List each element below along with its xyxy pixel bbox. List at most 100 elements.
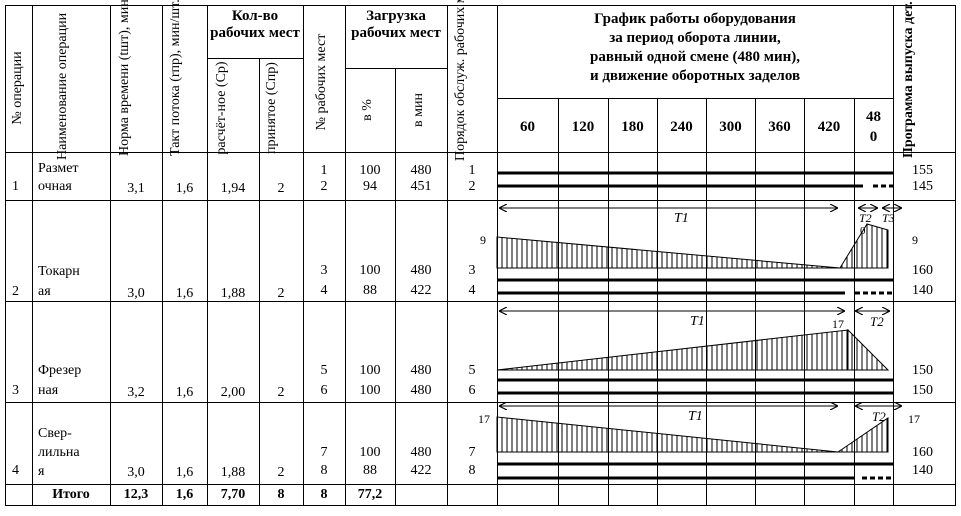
op-order: 1	[468, 163, 476, 178]
header-places: Кол-во рабочих мест	[210, 8, 300, 42]
backlog-label: 17	[832, 317, 844, 331]
op-load-min: 422	[410, 283, 432, 298]
op-name: Токарн	[38, 264, 80, 279]
op-program: 155	[912, 163, 933, 178]
op-takt: 1,6	[175, 286, 194, 301]
period-t1: T1	[688, 409, 703, 424]
op-takt: 1,6	[175, 465, 194, 480]
op-places-accepted: 2	[277, 181, 285, 196]
op-norm: 3,0	[127, 465, 145, 480]
op-norm: 3,2	[127, 385, 145, 400]
schedule-title-2: за период оборота линии,	[609, 30, 781, 46]
header-order: Порядок обслуж. рабочих мест	[453, 0, 468, 161]
op-load-pct: 100	[359, 163, 381, 178]
op-number: 4	[12, 463, 19, 478]
header-op-number: № операции	[10, 51, 25, 125]
header-places-calc: расчёт-ное (Ср)	[214, 61, 229, 155]
op-name: Свер-	[38, 426, 72, 441]
header-places-accepted: принятое (Спр)	[264, 62, 279, 154]
backlog-label: 9	[480, 233, 486, 247]
op-name: Размет	[38, 161, 79, 176]
totals-label: Итого	[52, 487, 90, 502]
period-t2: T2	[872, 409, 886, 424]
header-norm: Норма времени (tшт), мин	[117, 0, 132, 156]
header-load-pct: в %	[360, 99, 375, 121]
time-tick: 300	[719, 119, 742, 135]
backlog-label: 9	[912, 233, 918, 247]
op-places-calc: 1,94	[220, 181, 246, 196]
op-name: лильна	[38, 445, 80, 460]
header-load: Загрузка рабочих мест	[351, 8, 441, 42]
period-t1: T1	[674, 211, 689, 226]
backlog-label: 0	[860, 225, 866, 237]
op-program: 150	[912, 383, 933, 398]
op-order: 5	[468, 363, 476, 378]
time-tick: 360	[768, 119, 791, 135]
op-program: 160	[912, 445, 933, 460]
op-load-min: 480	[410, 383, 432, 398]
time-tick: 0	[869, 129, 878, 145]
op-place: 4	[320, 283, 328, 298]
op-norm: 3,0	[127, 286, 145, 301]
period-t1: T1	[690, 314, 705, 329]
op-name: я	[38, 464, 45, 479]
op-place: 8	[320, 463, 328, 478]
totals-accepted: 8	[277, 487, 285, 502]
op-name: ная	[38, 383, 59, 398]
op-place: 2	[320, 179, 328, 194]
totals-pct: 77,2	[357, 487, 383, 502]
schedule-title-4: и движение оборотных заделов	[589, 68, 801, 84]
op-load-pct: 100	[359, 383, 381, 398]
schedule-title-3: равный одной смене (480 мин),	[590, 49, 800, 65]
op-load-min: 480	[410, 445, 432, 460]
time-tick: 180	[621, 119, 644, 135]
header-program: Программа выпуска дет. за Fсм=То=480 мин	[901, 0, 916, 158]
op-name: ая	[38, 284, 51, 299]
op-load-min: 480	[410, 163, 432, 178]
schedule-title-1: График работы оборудования	[594, 11, 796, 27]
op-place: 7	[320, 445, 328, 460]
op-order: 6	[468, 383, 476, 398]
backlog-label: 17	[908, 412, 920, 426]
op-load-min: 480	[410, 263, 432, 278]
time-tick: 48	[866, 109, 881, 125]
header-load-min: в мин	[411, 93, 426, 127]
op-number: 2	[12, 284, 19, 299]
time-tick: 120	[571, 119, 595, 135]
op-order: 3	[468, 263, 476, 278]
header-place-number: № рабочих мест	[314, 33, 329, 131]
totals-places: 8	[320, 487, 328, 502]
op-load-min: 451	[410, 179, 432, 194]
period-t2: T2	[870, 314, 884, 329]
op-load-pct: 94	[363, 179, 377, 194]
time-tick: 60	[520, 119, 535, 135]
time-tick: 420	[817, 119, 841, 135]
op-places-calc: 1,88	[220, 286, 246, 301]
op-program: 140	[912, 283, 933, 298]
period-t2: T2	[859, 211, 872, 225]
op-load-pct: 100	[359, 263, 381, 278]
op-order: 8	[468, 463, 476, 478]
totals-norm: 12,3	[123, 487, 149, 502]
op-places-accepted: 2	[277, 385, 285, 400]
op-load-min: 480	[410, 363, 432, 378]
op-load-min: 422	[410, 463, 432, 478]
op-program: 150	[912, 363, 933, 378]
op-place: 6	[320, 383, 328, 398]
header-op-name: Наименование операции	[55, 12, 70, 160]
op-takt: 1,6	[175, 181, 194, 196]
op-order: 2	[468, 179, 476, 194]
op-load-pct: 100	[359, 363, 381, 378]
backlog-label: 17	[478, 412, 490, 426]
op-norm: 3,1	[127, 181, 145, 196]
op-name: очная	[38, 179, 72, 194]
op-places-calc: 2,00	[220, 385, 246, 400]
op-number: 1	[12, 179, 19, 194]
op-place: 3	[320, 263, 328, 278]
op-places-accepted: 2	[277, 286, 285, 301]
time-tick: 240	[670, 119, 693, 135]
op-load-pct: 100	[359, 445, 381, 460]
header-takt: Такт потока (rпр), мин/шт.	[168, 0, 183, 156]
